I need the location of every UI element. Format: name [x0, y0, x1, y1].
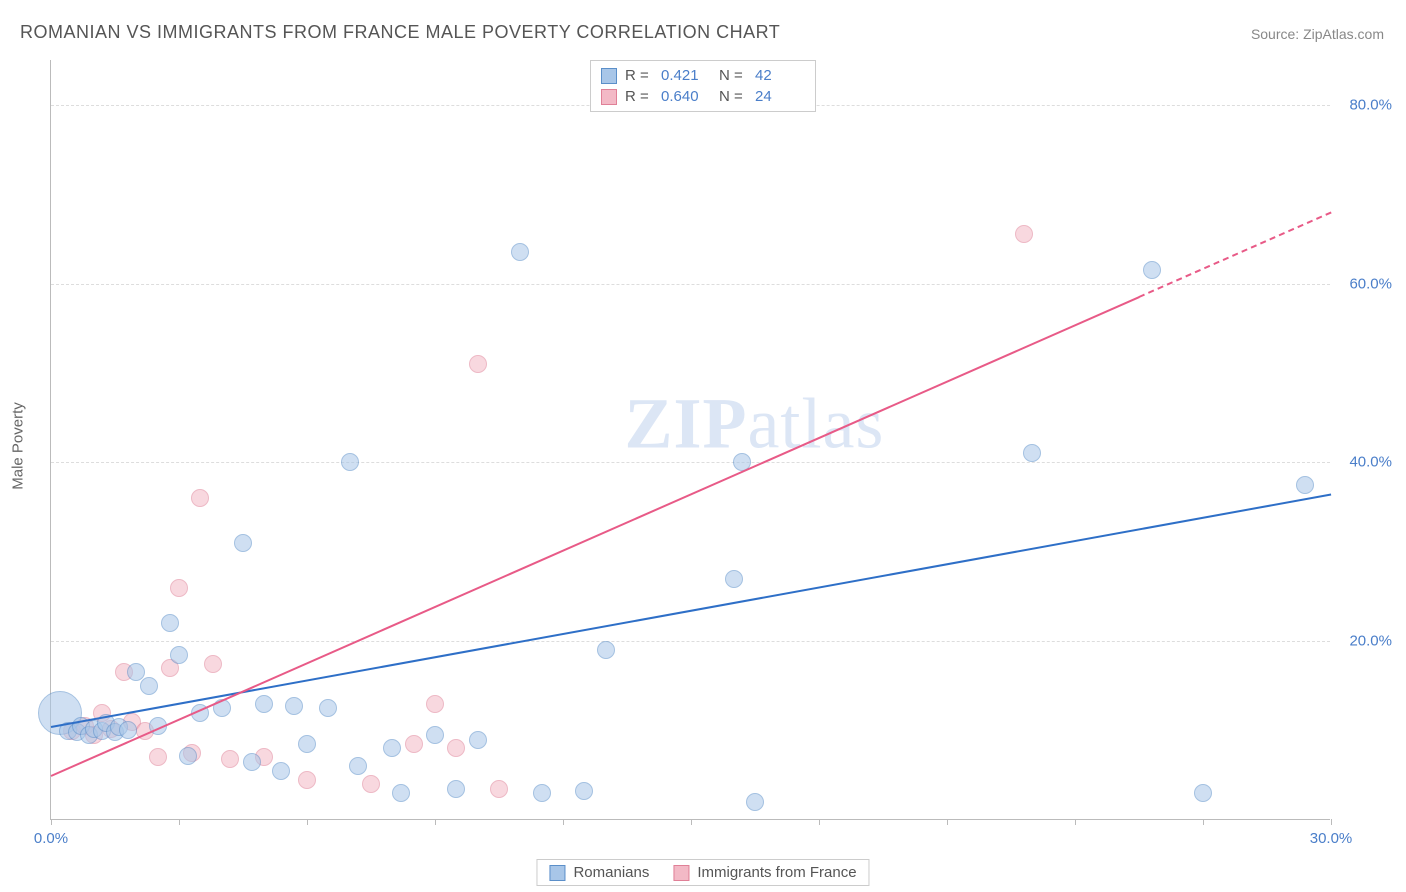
data-point	[191, 489, 209, 507]
legend-label: Immigrants from France	[697, 864, 856, 881]
n-label: N =	[719, 88, 747, 105]
n-value: 42	[755, 67, 805, 84]
x-tick	[691, 819, 692, 825]
r-label: R =	[625, 67, 653, 84]
grid-line	[51, 462, 1330, 463]
data-point	[341, 453, 359, 471]
legend-item: Immigrants from France	[673, 864, 856, 881]
x-tick	[1075, 819, 1076, 825]
data-point	[298, 771, 316, 789]
data-point	[469, 731, 487, 749]
data-point	[1143, 261, 1161, 279]
r-label: R =	[625, 88, 653, 105]
data-point	[140, 677, 158, 695]
n-label: N =	[719, 67, 747, 84]
stats-row: R = 0.640 N = 24	[601, 86, 805, 107]
grid-line	[51, 641, 1330, 642]
data-point	[161, 614, 179, 632]
y-tick-label: 60.0%	[1336, 275, 1392, 292]
data-point	[362, 775, 380, 793]
data-point	[725, 570, 743, 588]
trend-line	[51, 494, 1331, 728]
data-point	[1296, 476, 1314, 494]
chart-container: ROMANIAN VS IMMIGRANTS FROM FRANCE MALE …	[0, 0, 1406, 892]
legend-label: Romanians	[573, 864, 649, 881]
data-point	[426, 726, 444, 744]
data-point	[272, 762, 290, 780]
trend-line	[51, 297, 1140, 778]
trend-line	[1139, 212, 1332, 298]
data-point	[1015, 225, 1033, 243]
x-tick	[179, 819, 180, 825]
data-point	[243, 753, 261, 771]
r-value: 0.640	[661, 88, 711, 105]
data-point	[221, 750, 239, 768]
data-point	[255, 695, 273, 713]
data-point	[533, 784, 551, 802]
stats-row: R = 0.421 N = 42	[601, 65, 805, 86]
correlation-stats-box: R = 0.421 N = 42 R = 0.640 N = 24	[590, 60, 816, 112]
data-point	[392, 784, 410, 802]
data-point	[511, 243, 529, 261]
x-tick	[563, 819, 564, 825]
swatch-icon	[549, 865, 565, 881]
swatch-icon	[601, 89, 617, 105]
n-value: 24	[755, 88, 805, 105]
plot-area: ZIPatlas 20.0%40.0%60.0%80.0%0.0%30.0%	[50, 60, 1330, 820]
data-point	[119, 721, 137, 739]
y-tick-label: 20.0%	[1336, 633, 1392, 650]
data-point	[349, 757, 367, 775]
x-tick	[819, 819, 820, 825]
chart-title: ROMANIAN VS IMMIGRANTS FROM FRANCE MALE …	[20, 22, 780, 43]
data-point	[383, 739, 401, 757]
data-point	[426, 695, 444, 713]
data-point	[170, 646, 188, 664]
data-point	[285, 697, 303, 715]
data-point	[204, 655, 222, 673]
x-tick	[435, 819, 436, 825]
watermark-light: atlas	[747, 384, 884, 464]
data-point	[298, 735, 316, 753]
x-tick	[947, 819, 948, 825]
x-tick-label: 30.0%	[1310, 830, 1353, 847]
swatch-icon	[601, 68, 617, 84]
data-point	[746, 793, 764, 811]
x-tick-label: 0.0%	[34, 830, 68, 847]
x-tick	[1331, 819, 1332, 825]
data-point	[469, 355, 487, 373]
data-point	[234, 534, 252, 552]
data-point	[447, 739, 465, 757]
data-point	[490, 780, 508, 798]
data-point	[597, 641, 615, 659]
data-point	[575, 782, 593, 800]
grid-line	[51, 284, 1330, 285]
data-point	[1023, 444, 1041, 462]
data-point	[179, 747, 197, 765]
data-point	[170, 579, 188, 597]
source-attribution: Source: ZipAtlas.com	[1251, 26, 1384, 42]
x-tick	[307, 819, 308, 825]
watermark-bold: ZIP	[624, 384, 747, 464]
y-axis-title: Male Poverty	[10, 402, 27, 490]
y-tick-label: 80.0%	[1336, 96, 1392, 113]
data-point	[447, 780, 465, 798]
series-legend: Romanians Immigrants from France	[536, 859, 869, 886]
x-tick	[51, 819, 52, 825]
x-tick	[1203, 819, 1204, 825]
data-point	[319, 699, 337, 717]
data-point	[1194, 784, 1212, 802]
data-point	[149, 748, 167, 766]
y-tick-label: 40.0%	[1336, 454, 1392, 471]
swatch-icon	[673, 865, 689, 881]
data-point	[405, 735, 423, 753]
r-value: 0.421	[661, 67, 711, 84]
legend-item: Romanians	[549, 864, 649, 881]
